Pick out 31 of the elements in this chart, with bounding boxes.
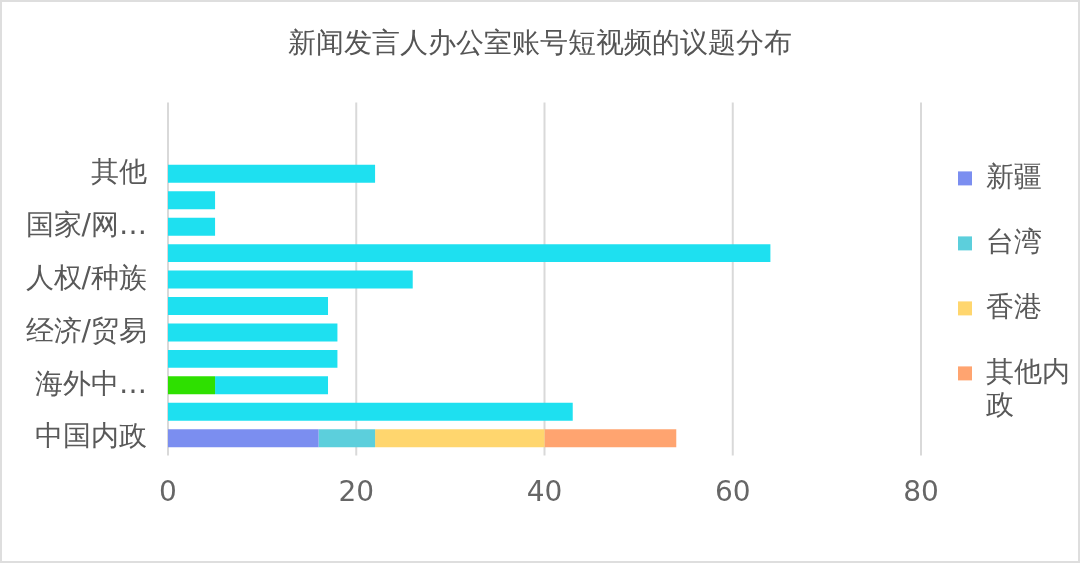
bar xyxy=(168,270,413,289)
y-tick-label: 人权/种族 xyxy=(25,260,147,294)
bar xyxy=(168,349,338,368)
y-tick-label: 中国内政 xyxy=(35,419,147,453)
bar xyxy=(168,323,338,342)
bar xyxy=(375,429,545,448)
bar xyxy=(168,429,319,448)
bar xyxy=(544,429,677,448)
bar xyxy=(168,376,216,395)
legend-label: 香港 xyxy=(986,289,1042,323)
x-tick-label: 0 xyxy=(159,475,177,509)
x-tick-label: 40 xyxy=(526,475,563,509)
x-tick-label: 80 xyxy=(903,475,939,509)
y-tick-label: 海外中… xyxy=(35,366,147,400)
bar xyxy=(168,297,329,315)
bar xyxy=(168,402,573,421)
x-tick-label: 20 xyxy=(338,475,375,509)
legend-label: 新疆 xyxy=(986,159,1042,193)
bar xyxy=(168,191,216,210)
bar xyxy=(168,164,376,183)
bar xyxy=(215,376,329,395)
y-tick-label: 其他 xyxy=(91,155,147,189)
y-tick-label: 国家/网… xyxy=(25,207,147,241)
chart-title: 新闻发言人办公室账号短视频的议题分布 xyxy=(288,26,792,60)
x-tick-label: 60 xyxy=(714,475,751,509)
bar xyxy=(168,244,771,263)
bar xyxy=(318,429,376,448)
legend-label: 台湾 xyxy=(986,224,1042,258)
legend-label: 其他内政 xyxy=(986,354,1070,422)
y-tick-label: 经济/贸易 xyxy=(25,313,147,347)
bar xyxy=(168,217,216,236)
